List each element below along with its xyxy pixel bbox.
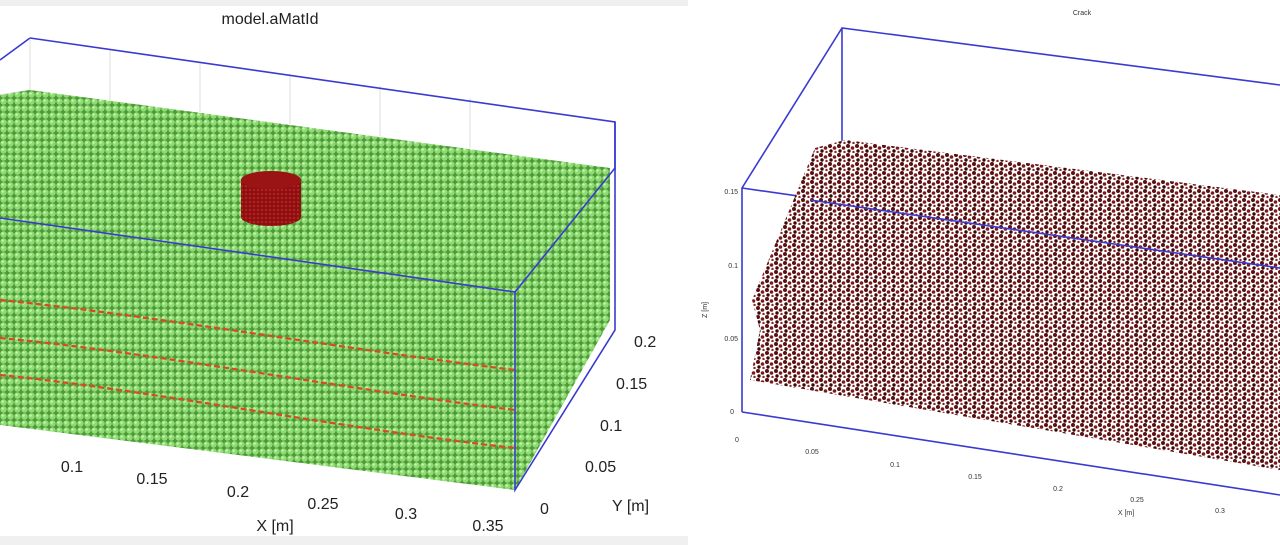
x-tick: 0.3 [1215,508,1225,515]
x-tick: 0.25 [1130,497,1144,504]
x-label: X [m] [1118,510,1134,517]
z-tick: 0.15 [724,189,738,196]
box-edge [0,37,31,61]
z-tick: 0.05 [724,336,738,343]
grid [109,50,471,148]
right-panel: Crack 0 0.05 0.1 0.15 Z [m] 0 0.05 0.1 0… [702,10,1280,517]
x-tick: 0.3 [395,506,417,523]
x-tick: 0.1 [61,459,83,476]
x-tick: 0.2 [1053,486,1063,493]
y-tick: 0 [540,501,549,518]
z-label: Z [m] [702,302,709,318]
box-edge [741,411,1280,496]
x-tick: 0.05 [805,449,819,456]
box-edge [809,199,1280,269]
left-panel: model.aMatId 0.1 0.15 0.2 0.25 0.3 0.35 … [0,0,688,545]
box-edge [514,122,616,493]
x-tick: 0.15 [136,471,167,488]
x-tick: 0.25 [307,496,338,513]
box-edge [741,27,1280,412]
y-tick: 0.15 [616,376,647,393]
y-label: Y [m] [612,498,649,515]
y-tick: 0.2 [634,334,656,351]
x-label: X [m] [256,518,293,535]
z-tick: 0 [730,409,734,416]
y-tick: 0.1 [600,418,622,435]
x-tick: 0.2 [227,484,249,501]
title: Crack [1073,10,1092,17]
title: model.aMatId [222,11,319,28]
x-tick: 0.1 [890,462,900,469]
x-tick: 0 [735,437,739,444]
crack-particles [750,140,1280,470]
x-tick: 0.15 [968,474,982,481]
particles [0,90,610,490]
x-tick: 0.35 [472,518,503,535]
cylinder [241,171,301,189]
crack-layer [0,298,516,450]
z-tick: 0.1 [728,263,738,270]
y-tick: 0.05 [585,459,616,476]
